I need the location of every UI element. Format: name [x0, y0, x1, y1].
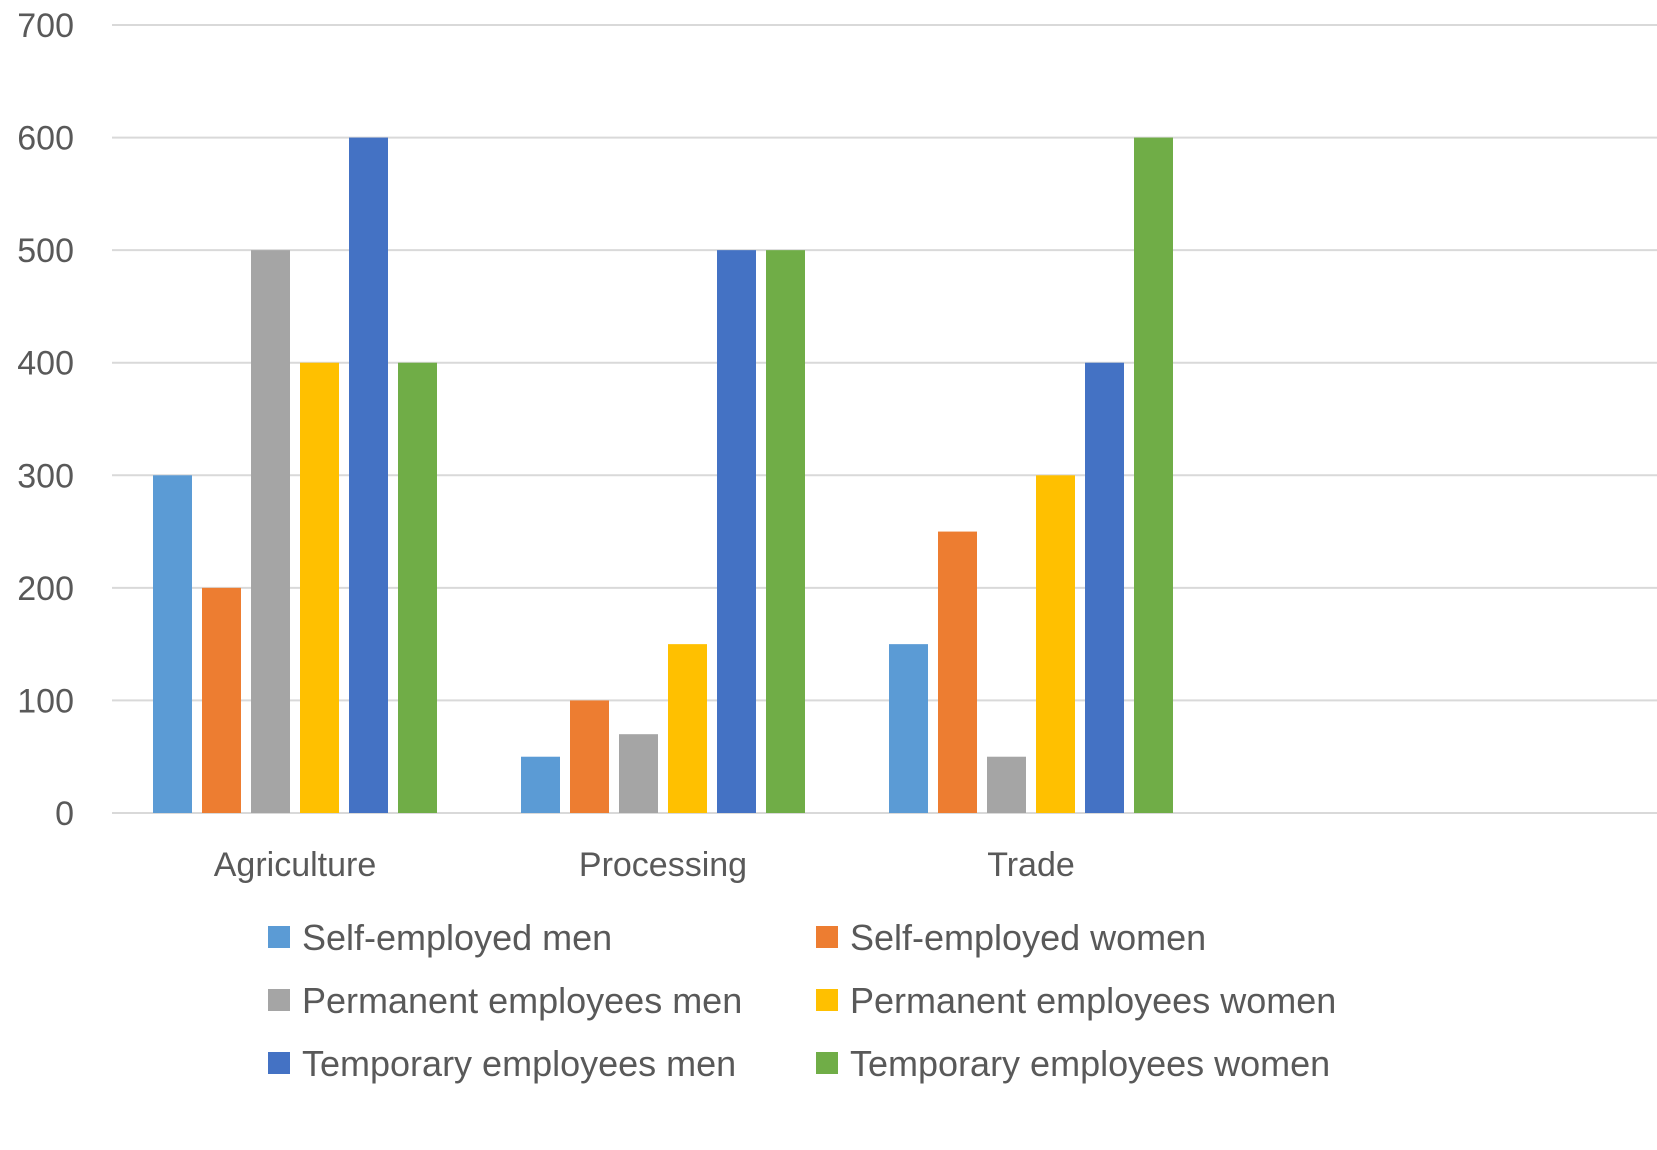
y-tick-label: 100: [17, 682, 74, 720]
bar-trade-permanent-employees-men: [987, 756, 1026, 813]
legend: Self-employed men Self-employed women Perm…: [268, 917, 1336, 1084]
bar-agriculture-temporary-employees-men: [349, 137, 388, 814]
legend-item: Self-employed women: [816, 917, 1206, 958]
legend-item: Permanent employees men: [268, 980, 742, 1021]
bar-agriculture-self-employed-women: [202, 587, 241, 813]
bar-trade-temporary-employees-men: [1085, 362, 1124, 813]
legend-item: Temporary employees women: [816, 1043, 1330, 1084]
legend-label: Permanent employees men: [302, 980, 742, 1021]
bar-agriculture-self-employed-men: [153, 475, 192, 813]
bar-trade-temporary-employees-women: [1134, 137, 1173, 814]
legend-label: Self-employed men: [302, 917, 612, 958]
y-tick-label: 400: [17, 345, 74, 383]
legend-label: Temporary employees women: [850, 1043, 1330, 1084]
bar-agriculture-temporary-employees-women: [398, 362, 437, 813]
bar-processing-self-employed-men: [521, 756, 560, 813]
bar-trade-self-employed-men: [889, 644, 928, 813]
x-category-label: Processing: [579, 846, 747, 884]
legend-swatch: [816, 926, 838, 948]
bar-trade-self-employed-women: [938, 531, 977, 813]
y-axis-tick-labels: 0 100 200 300 400 500 600 700: [17, 7, 74, 833]
bar-agriculture-permanent-employees-women: [300, 362, 339, 813]
bars: [153, 137, 1173, 814]
legend-label: Permanent employees women: [850, 980, 1336, 1021]
y-tick-label: 600: [17, 120, 74, 158]
legend-label: Temporary employees men: [302, 1043, 736, 1084]
gridlines: [112, 24, 1657, 814]
y-tick-label: 200: [17, 570, 74, 608]
bar-agriculture-permanent-employees-men: [251, 250, 290, 814]
bar-processing-temporary-employees-men: [717, 250, 756, 814]
legend-swatch: [816, 1052, 838, 1074]
legend-item: Self-employed men: [268, 917, 612, 958]
x-axis-category-labels: Agriculture Processing Trade: [214, 846, 1075, 884]
bar-processing-permanent-employees-men: [619, 734, 658, 813]
y-tick-label: 300: [17, 457, 74, 495]
y-tick-label: 500: [17, 232, 74, 270]
legend-swatch: [816, 989, 838, 1011]
bar-processing-temporary-employees-women: [766, 250, 805, 814]
legend-label: Self-employed women: [850, 917, 1206, 958]
bar-processing-permanent-employees-women: [668, 644, 707, 813]
y-tick-label: 0: [55, 795, 74, 833]
legend-swatch: [268, 989, 290, 1011]
legend-item: Permanent employees women: [816, 980, 1336, 1021]
legend-item: Temporary employees men: [268, 1043, 736, 1084]
x-category-label: Agriculture: [214, 846, 377, 884]
bar-processing-self-employed-women: [570, 700, 609, 813]
legend-swatch: [268, 1052, 290, 1074]
y-tick-label: 700: [17, 7, 74, 45]
x-category-label: Trade: [987, 846, 1075, 884]
bar-trade-permanent-employees-women: [1036, 475, 1075, 813]
legend-swatch: [268, 926, 290, 948]
